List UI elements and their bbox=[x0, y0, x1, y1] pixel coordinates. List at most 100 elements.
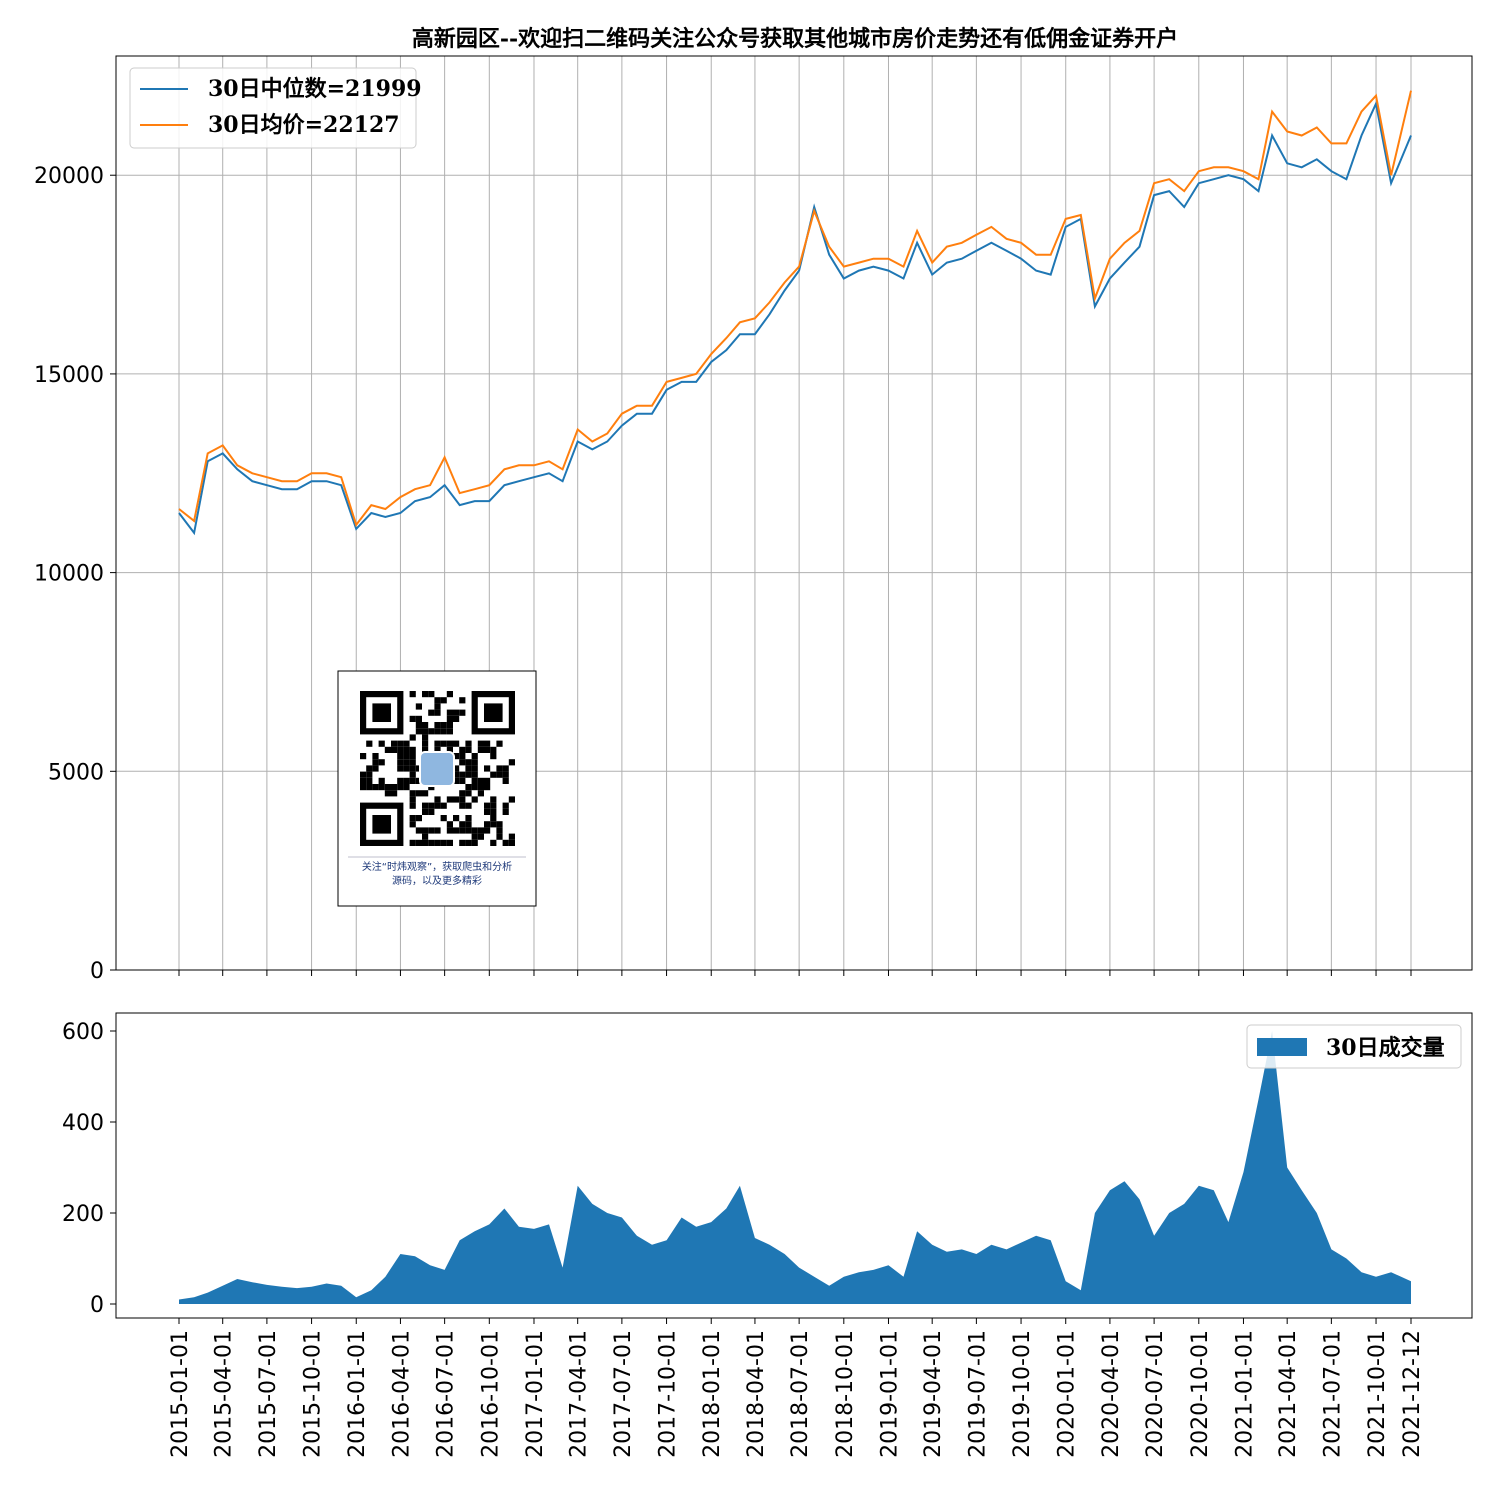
qr-module bbox=[366, 777, 373, 784]
qr-module bbox=[428, 808, 435, 815]
series-area-volume bbox=[179, 1031, 1411, 1304]
qr-module bbox=[459, 821, 466, 828]
qr-module bbox=[471, 759, 478, 766]
qr-caption-line2: 源码，以及更多精彩 bbox=[392, 874, 482, 887]
qr-module bbox=[465, 802, 472, 809]
qr-module bbox=[422, 802, 429, 809]
volume-legend: 30日成交量 bbox=[1246, 1024, 1462, 1069]
qr-module bbox=[453, 740, 460, 747]
qr-module bbox=[409, 771, 416, 778]
qr-module bbox=[440, 815, 447, 822]
qr-module bbox=[422, 740, 429, 747]
qr-module bbox=[471, 827, 478, 834]
qr-module bbox=[453, 765, 460, 772]
qr-module bbox=[453, 771, 460, 778]
qr-module bbox=[459, 697, 466, 704]
volume-y-tick-label: 600 bbox=[62, 1020, 104, 1045]
qr-module bbox=[434, 709, 441, 716]
qr-module bbox=[409, 715, 416, 722]
qr-module bbox=[459, 827, 466, 834]
qr-module bbox=[446, 746, 453, 753]
qr-module bbox=[409, 802, 416, 809]
legend-label-mean: 30日均价=22127 bbox=[208, 112, 400, 138]
qr-module bbox=[471, 833, 478, 840]
qr-module bbox=[471, 796, 478, 803]
x-tick-label: 2019-10-01 bbox=[1010, 1330, 1035, 1458]
qr-module bbox=[508, 839, 515, 846]
qr-module bbox=[434, 839, 441, 846]
qr-module bbox=[490, 821, 497, 828]
qr-module bbox=[446, 740, 453, 747]
qr-module bbox=[434, 796, 441, 803]
qr-module bbox=[484, 765, 491, 772]
x-tick-label: 2018-01-01 bbox=[700, 1330, 725, 1458]
qr-module bbox=[490, 796, 497, 803]
qr-module bbox=[422, 734, 429, 741]
qr-module bbox=[496, 765, 503, 772]
qr-module bbox=[465, 815, 472, 822]
x-tick-label: 2019-01-01 bbox=[877, 1330, 902, 1458]
qr-module bbox=[372, 784, 379, 791]
qr-module bbox=[415, 790, 422, 797]
qr-module bbox=[496, 833, 503, 840]
qr-module bbox=[415, 703, 422, 710]
qr-module bbox=[446, 709, 453, 716]
qr-module bbox=[465, 746, 472, 753]
qr-module bbox=[397, 746, 404, 753]
chart-title: 高新园区--欢迎扫二维码关注公众号获取其他城市房价走势还有低佣金证券开户 bbox=[412, 26, 1178, 52]
qr-module bbox=[459, 802, 466, 809]
qr-module bbox=[391, 746, 398, 753]
qr-module bbox=[446, 821, 453, 828]
qr-module bbox=[360, 777, 367, 784]
qr-module bbox=[422, 833, 429, 840]
qr-module bbox=[477, 827, 484, 834]
qr-module bbox=[453, 709, 460, 716]
qr-module bbox=[397, 784, 404, 791]
qr-module bbox=[459, 790, 466, 797]
x-tick-label: 2020-10-01 bbox=[1188, 1330, 1213, 1458]
qr-module bbox=[384, 790, 391, 797]
x-tick-label: 2017-01-01 bbox=[523, 1330, 548, 1458]
qr-module bbox=[440, 722, 447, 729]
qr-module bbox=[502, 771, 509, 778]
qr-module bbox=[397, 777, 404, 784]
qr-module bbox=[360, 784, 367, 791]
qr-module bbox=[434, 703, 441, 710]
price-x-tick-marks bbox=[178, 970, 1412, 976]
qr-module bbox=[366, 771, 373, 778]
qr-module bbox=[428, 709, 435, 716]
qr-module bbox=[409, 790, 416, 797]
price-y-tick-label: 0 bbox=[90, 959, 104, 984]
qr-module bbox=[453, 796, 460, 803]
qr-module bbox=[484, 740, 491, 747]
qr-module bbox=[428, 784, 435, 791]
series-line-median bbox=[178, 100, 1412, 536]
qr-module bbox=[459, 796, 466, 803]
x-tick-label: 2020-07-01 bbox=[1143, 1330, 1168, 1458]
qr-module bbox=[459, 746, 466, 753]
qr-module bbox=[403, 753, 410, 760]
qr-module bbox=[453, 753, 460, 760]
qr-module bbox=[384, 784, 391, 791]
qr-module bbox=[446, 839, 453, 846]
qr-module bbox=[465, 790, 472, 797]
qr-module bbox=[360, 771, 367, 778]
qr-module bbox=[471, 765, 478, 772]
qr-module bbox=[465, 839, 472, 846]
qr-module bbox=[422, 746, 429, 753]
x-tick-label: 2017-07-01 bbox=[611, 1330, 636, 1458]
qr-module bbox=[434, 802, 441, 809]
qr-finder-core bbox=[484, 703, 503, 722]
x-tick-label: 2016-01-01 bbox=[345, 1330, 370, 1458]
qr-module bbox=[446, 796, 453, 803]
qr-module bbox=[403, 759, 410, 766]
x-tick-label: 2021-01-01 bbox=[1232, 1330, 1257, 1458]
qr-code-panel: 关注“时炜观察”，获取爬虫和分析 源码，以及更多精彩 bbox=[337, 670, 537, 907]
qr-module bbox=[403, 765, 410, 772]
qr-module bbox=[484, 802, 491, 809]
qr-module bbox=[422, 728, 429, 735]
qr-module bbox=[403, 746, 410, 753]
qr-module bbox=[415, 715, 422, 722]
qr-module bbox=[434, 722, 441, 729]
